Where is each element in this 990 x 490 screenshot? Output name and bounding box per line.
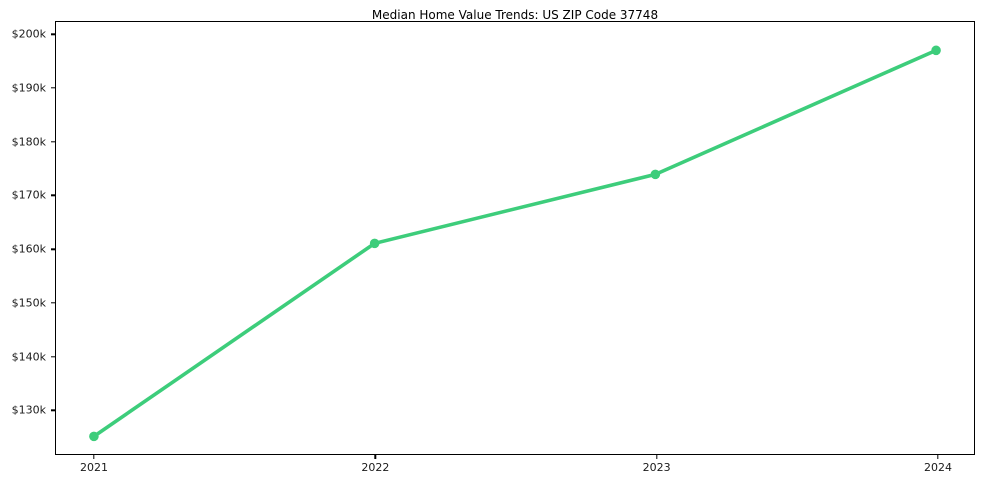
y-tick-mark	[51, 355, 56, 358]
x-tick-mark	[937, 454, 939, 459]
x-tick-mark	[655, 454, 658, 459]
data-point-marker	[931, 45, 941, 56]
x-tick-mark	[93, 454, 95, 459]
y-tick-label: $140k	[11, 350, 46, 364]
y-tick-mark	[51, 409, 56, 412]
trend-line-layer	[89, 45, 941, 442]
x-tick-label: 2022	[361, 461, 390, 474]
y-tick-mark	[51, 194, 56, 197]
y-tick-label: $200k	[11, 27, 46, 41]
x-tick-label: 2023	[642, 461, 671, 474]
y-tick-label: $130k	[11, 403, 46, 417]
y-tick-mark	[51, 33, 56, 36]
y-tick-label: $170k	[11, 188, 46, 202]
x-tick-label: 2021	[80, 461, 108, 474]
y-tick-mark	[51, 248, 56, 250]
y-tick-label: $160k	[11, 242, 46, 256]
y-tick-mark	[51, 87, 56, 89]
data-point-marker	[369, 238, 380, 249]
y-tick-label: $180k	[11, 135, 46, 149]
y-tick-mark	[51, 141, 56, 143]
data-point-marker	[650, 169, 661, 180]
data-point-marker	[89, 431, 99, 442]
chart-title: Median Home Value Trends: US ZIP Code 37…	[371, 8, 659, 22]
x-tick-mark	[374, 454, 377, 459]
y-tick-mark	[51, 302, 56, 304]
trend-line	[92, 48, 938, 439]
y-tick-label: $190k	[11, 81, 46, 95]
y-tick-label: $150k	[11, 296, 46, 310]
plot-area: $130k $140k $150k $160k $170k $180k $190k $200k…	[12, 21, 975, 473]
x-tick-label: 2024	[924, 461, 952, 474]
